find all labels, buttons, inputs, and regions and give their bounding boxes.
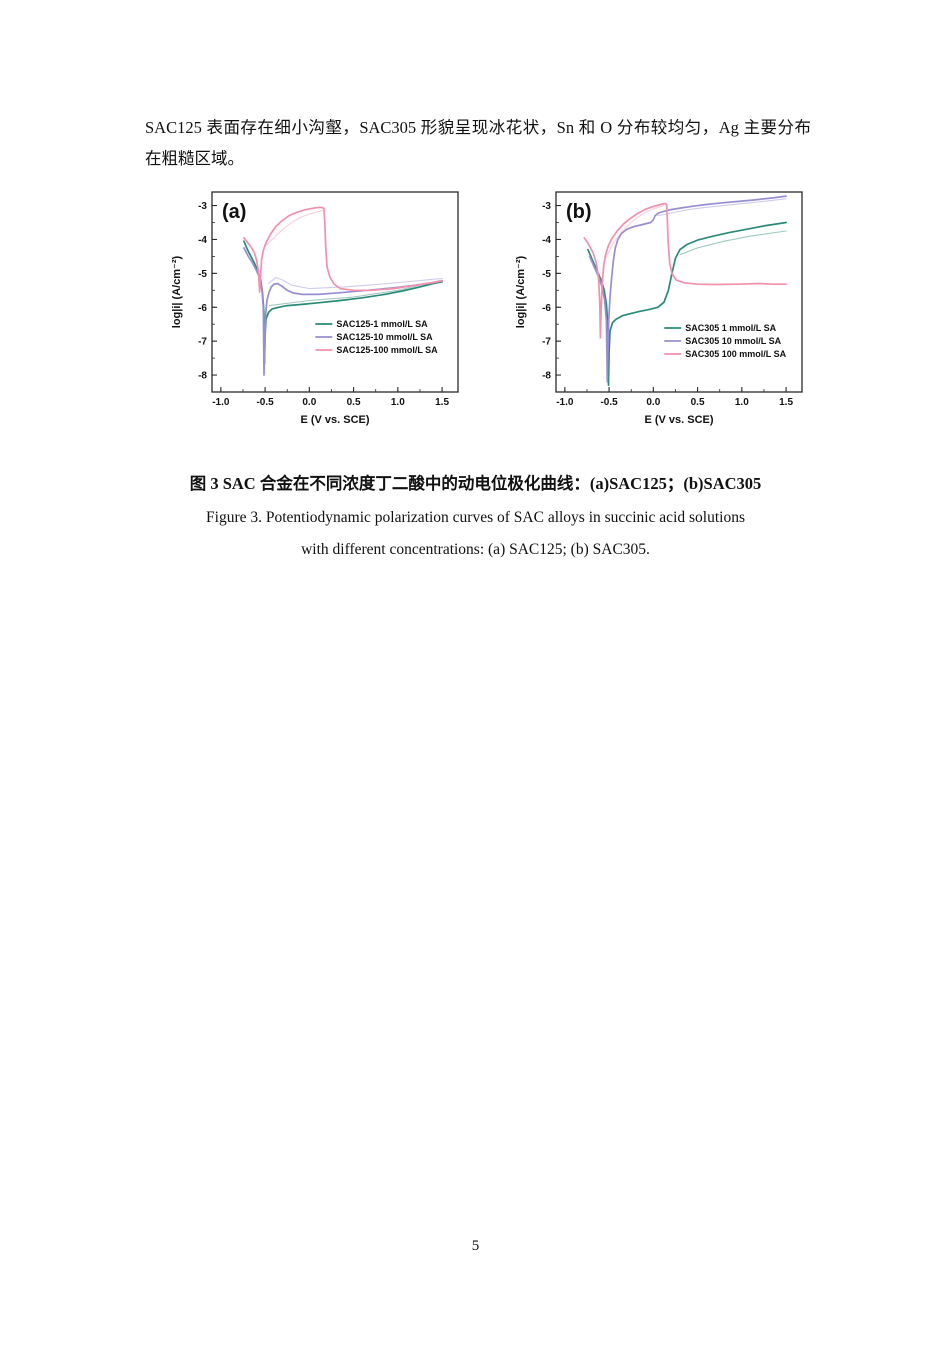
figure-caption-zh: 图 3 SAC 合金在不同浓度丁二酸中的动电位极化曲线：(a)SAC125；(b…: [189, 474, 762, 493]
svg-text:-3: -3: [542, 201, 551, 212]
svg-text:1.0: 1.0: [391, 397, 405, 408]
chart-panel-b: -1.0 -0.5 0.0 0.5 1.0 1.5 -8 -7 -6 -5 -4 -3 E (V vs.…: [512, 186, 812, 430]
svg-text:log|i| (A/cm⁻²): log|i| (A/cm⁻²): [515, 255, 527, 328]
figure-caption-en-line1: Figure 3. Potentiodynamic polarization c…: [206, 509, 745, 526]
svg-text:-1.0: -1.0: [212, 397, 230, 408]
svg-text:SAC305 10 mmol/L SA: SAC305 10 mmol/L SA: [685, 336, 781, 346]
svg-text:-6: -6: [198, 303, 207, 314]
svg-text:1.5: 1.5: [435, 397, 449, 408]
svg-text:-4: -4: [198, 235, 207, 246]
chart-panel-a: -1.0 -0.5 0.0 0.5 1.0 1.5 -8 -7 -6 -5 -4 -3 E (V vs.…: [168, 186, 468, 430]
svg-text:0.0: 0.0: [646, 397, 660, 408]
svg-text:SAC305 100 mmol/L SA: SAC305 100 mmol/L SA: [685, 349, 786, 359]
svg-text:(a): (a): [222, 201, 246, 223]
svg-text:-7: -7: [198, 337, 207, 348]
svg-text:-3: -3: [198, 201, 207, 212]
svg-text:1.5: 1.5: [779, 397, 793, 408]
svg-text:-0.5: -0.5: [600, 397, 618, 408]
svg-text:-5: -5: [542, 269, 551, 280]
svg-text:-7: -7: [542, 337, 551, 348]
svg-text:SAC125-100 mmol/L SA: SAC125-100 mmol/L SA: [336, 345, 438, 355]
svg-text:0.5: 0.5: [347, 397, 361, 408]
svg-text:E (V vs. SCE): E (V vs. SCE): [644, 414, 713, 426]
svg-text:(b): (b): [566, 201, 592, 223]
figure-caption-en-line2: with different concentrations: (a) SAC12…: [301, 541, 650, 558]
svg-text:SAC125-1 mmol/L SA: SAC125-1 mmol/L SA: [336, 319, 428, 329]
svg-text:1.0: 1.0: [735, 397, 749, 408]
svg-text:SAC305 1 mmol/L SA: SAC305 1 mmol/L SA: [685, 323, 776, 333]
svg-text:log|i| (A/cm⁻²): log|i| (A/cm⁻²): [171, 255, 183, 328]
svg-text:-6: -6: [542, 303, 551, 314]
svg-text:-8: -8: [198, 371, 207, 382]
svg-text:-4: -4: [542, 235, 551, 246]
figure-caption-en: Figure 3. Potentiodynamic polarization c…: [0, 502, 951, 566]
page-number: 5: [471, 1238, 480, 1254]
svg-text:0.0: 0.0: [302, 397, 316, 408]
svg-text:0.5: 0.5: [691, 397, 705, 408]
svg-text:-1.0: -1.0: [556, 397, 574, 408]
body-paragraph: SAC125 表面存在细小沟壑，SAC305 形貌呈现冰花状，Sn 和 O 分布…: [145, 118, 811, 168]
svg-text:-0.5: -0.5: [256, 397, 274, 408]
svg-text:E (V vs. SCE): E (V vs. SCE): [300, 414, 369, 426]
svg-text:SAC125-10 mmol/L SA: SAC125-10 mmol/L SA: [336, 332, 433, 342]
figure-3: -1.0 -0.5 0.0 0.5 1.0 1.5 -8 -7 -6 -5 -4 -3 E (V vs.…: [168, 186, 812, 430]
svg-text:-8: -8: [542, 371, 551, 382]
svg-text:-5: -5: [198, 269, 207, 280]
